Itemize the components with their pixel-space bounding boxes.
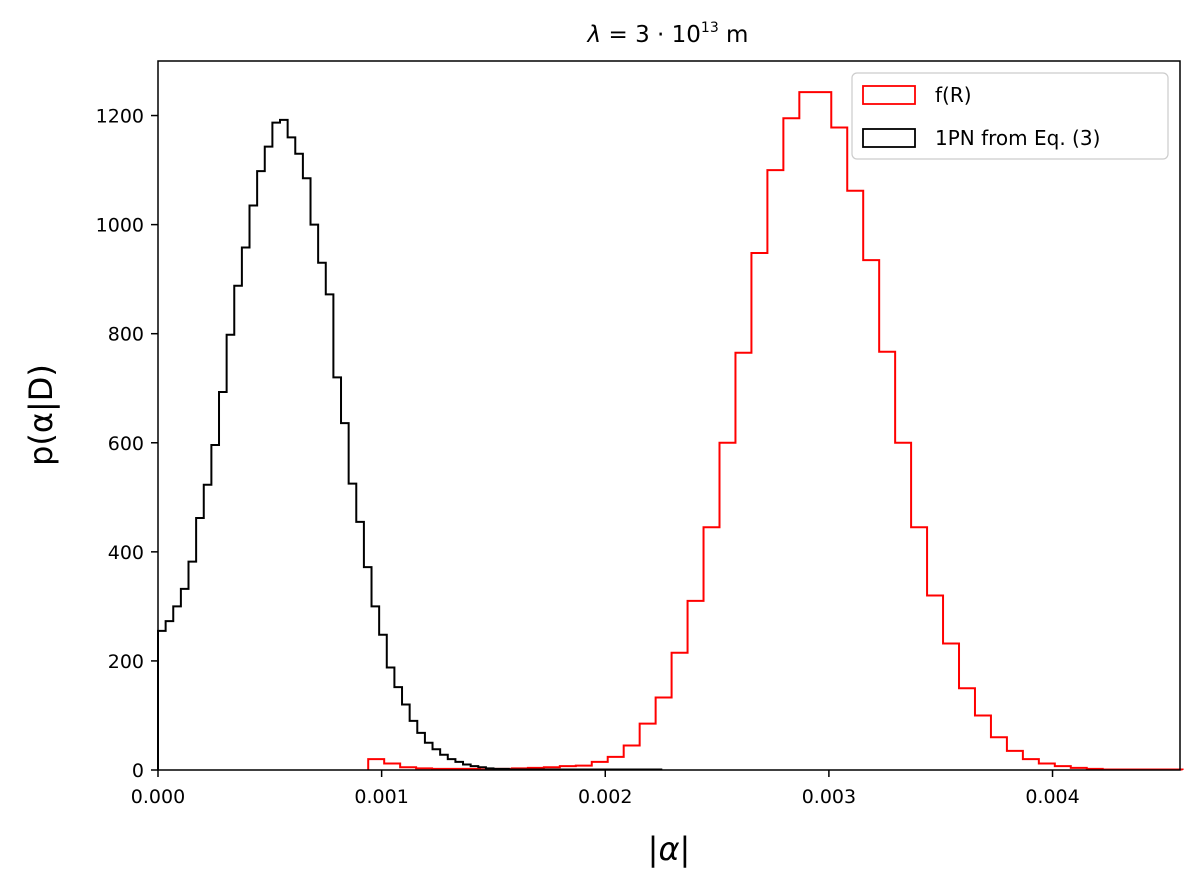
y-axis: 0 200 400 600 800 1000 1200	[96, 106, 158, 782]
x-axis: 0.000 0.001 0.002 0.003 0.004	[131, 770, 1080, 808]
title-symbol: λ	[586, 22, 602, 48]
title-exponent: 13	[701, 20, 719, 36]
legend: f(R) 1PN from Eq. (3)	[851, 72, 1169, 160]
y-tick-label: 200	[108, 651, 144, 673]
x-axis-label: |α|	[648, 830, 691, 868]
x-tick-label: 0.000	[131, 786, 185, 808]
legend-label-fr: f(R)	[935, 83, 972, 107]
x-tick-label: 0.002	[578, 786, 632, 808]
title-equation: = 3 · 10	[601, 22, 701, 48]
legend-box	[851, 72, 1169, 160]
legend-label-1pn: 1PN from Eq. (3)	[935, 126, 1100, 150]
title-unit: m	[719, 22, 749, 48]
y-tick-label: 600	[108, 433, 144, 455]
x-tick-label: 0.001	[354, 786, 408, 808]
y-tick-label: 0	[132, 760, 144, 782]
y-tick-label: 800	[108, 324, 144, 346]
plot-frame	[157, 60, 1181, 771]
x-tick-label: 0.004	[1025, 786, 1079, 808]
y-tick-label: 400	[108, 542, 144, 564]
y-tick-label: 1200	[96, 106, 144, 128]
y-tick-label: 1000	[96, 215, 144, 237]
y-axis-label: p(α|D)	[22, 364, 60, 466]
chart-title: λ = 3 · 1013 m	[586, 20, 749, 48]
legend-swatch-1pn	[862, 128, 916, 148]
legend-swatch-fr	[862, 85, 916, 105]
x-tick-label: 0.003	[802, 786, 856, 808]
